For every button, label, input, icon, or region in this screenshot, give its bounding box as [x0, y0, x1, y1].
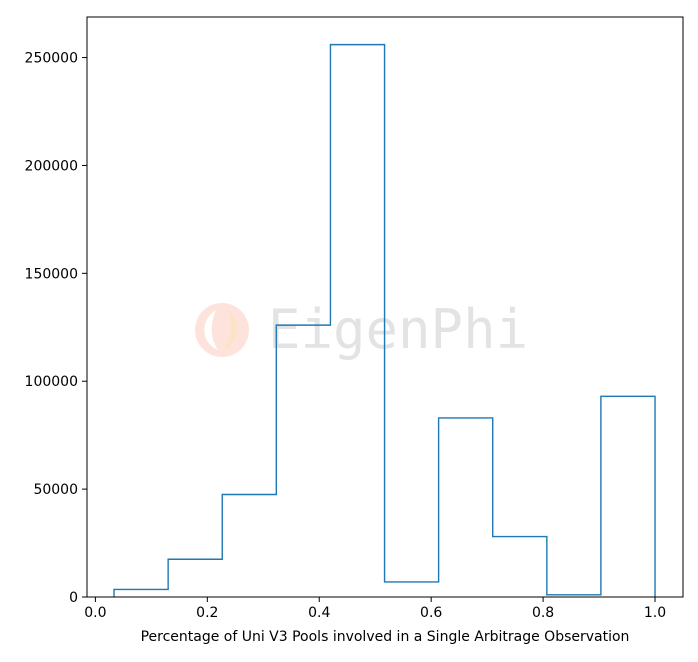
x-tick-label: 0.2: [196, 605, 218, 621]
x-tick-label: 0.6: [420, 605, 442, 621]
axes-frame: [86, 16, 684, 598]
y-tick-label: 200000: [25, 158, 78, 174]
y-tick-label: 50000: [33, 482, 78, 498]
x-tick-label: 0.8: [532, 605, 554, 621]
y-tick-label: 250000: [25, 51, 78, 67]
histogram-bin: [276, 325, 330, 597]
y-tick-label: 0: [69, 590, 78, 606]
histogram-bin: [601, 396, 655, 597]
x-axis-label: Percentage of Uni V3 Pools involved in a…: [141, 629, 630, 645]
watermark-text: EigenPhi: [268, 298, 528, 361]
histogram-bin: [168, 559, 222, 597]
y-tick-label: 150000: [25, 266, 78, 282]
histogram-bin: [222, 495, 276, 597]
y-tick-label: 100000: [25, 374, 78, 390]
eigenphi-logo-icon: [195, 303, 249, 357]
watermark: EigenPhi: [195, 298, 528, 361]
y-axis-ticks: 0 50000 100000 150000 200000 250000: [25, 51, 87, 606]
x-tick-label: 1.0: [644, 605, 666, 621]
histogram-bin: [493, 537, 547, 597]
histogram-bin: [439, 418, 493, 597]
x-axis-ticks: 0.0 0.2 0.4 0.6 0.8 1.0: [84, 597, 666, 621]
histogram-bin: [114, 589, 168, 597]
histogram-step-line: [113, 43, 656, 597]
histogram-bin: [385, 582, 439, 597]
x-tick-label: 0.0: [84, 605, 106, 621]
x-tick-label: 0.4: [308, 605, 330, 621]
